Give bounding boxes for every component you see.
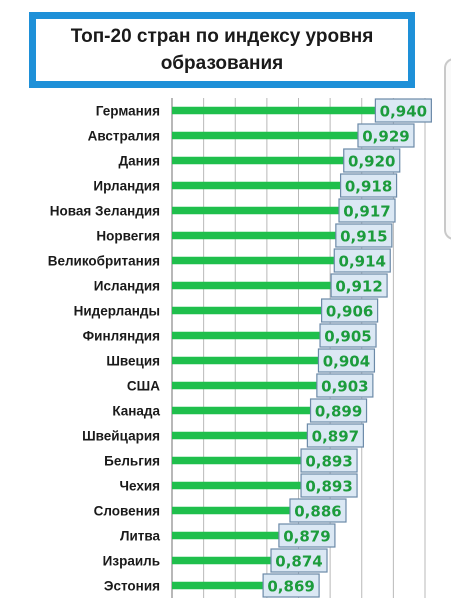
- data-label: 0,879: [283, 528, 330, 546]
- data-label: 0,917: [343, 203, 390, 221]
- data-label-box: [343, 148, 401, 173]
- category-label: Норвегия: [96, 229, 160, 244]
- category-label: Великобритания: [48, 254, 160, 269]
- category-label: Эстония: [104, 579, 160, 594]
- data-label-box: [319, 323, 377, 348]
- bar: [172, 281, 350, 290]
- bar: [172, 456, 320, 465]
- data-label: 0,918: [345, 178, 392, 196]
- category-label: Швейцария: [82, 429, 160, 444]
- category-label: Бельгия: [104, 454, 160, 469]
- data-label: 0,912: [335, 278, 382, 296]
- data-label-box: [278, 523, 336, 548]
- data-label-box: [309, 398, 368, 423]
- bar: [172, 556, 290, 565]
- category-label: Финляндия: [83, 329, 160, 344]
- data-label-box: [306, 423, 364, 448]
- bar: [172, 231, 354, 240]
- data-label: 0,903: [321, 378, 368, 396]
- category-label: Швеция: [106, 354, 160, 369]
- data-label-box: [338, 198, 396, 223]
- category-label: Израиль: [103, 554, 160, 569]
- data-label: 0,929: [362, 128, 409, 146]
- data-label-box: [289, 498, 347, 523]
- category-label: Новая Зеландия: [50, 204, 160, 219]
- category-labels: Германия Австралия Дания Ирландия Новая Зела…: [48, 104, 161, 594]
- data-label: 0,886: [294, 503, 341, 521]
- bar: [172, 206, 358, 215]
- data-label-box: [270, 548, 328, 573]
- bar: [172, 356, 337, 365]
- chart-title-box: Топ-20 стран по индексу уровня образован…: [29, 12, 415, 88]
- category-label: Словения: [94, 504, 160, 519]
- category-label: Австралия: [88, 129, 160, 144]
- data-label: 0,869: [267, 578, 314, 596]
- data-label-box: [339, 173, 398, 198]
- data-label: 0,920: [348, 153, 395, 171]
- category-label: Ирландия: [93, 179, 160, 194]
- data-label: 0,893: [305, 478, 352, 496]
- data-label: 0,915: [340, 228, 387, 246]
- data-label: 0,893: [305, 453, 352, 471]
- category-label: Чехия: [120, 479, 161, 494]
- data-label-box: [333, 248, 391, 273]
- category-label: Нидерланды: [74, 304, 160, 319]
- category-label: Литва: [120, 529, 161, 544]
- bar: [172, 106, 394, 115]
- data-label-box: [357, 123, 415, 148]
- bar: [172, 431, 326, 440]
- data-label-box: [374, 98, 432, 123]
- bar: [172, 156, 362, 165]
- category-label: Исландия: [94, 279, 160, 294]
- bar: [172, 181, 359, 190]
- data-label-box: [300, 448, 358, 473]
- data-label-box: [317, 348, 376, 373]
- value-labels: 0,940 0,929 0,920 0,918 0,917 0,915 0,914 0,912…: [262, 98, 432, 598]
- bar: [172, 331, 339, 340]
- data-label: 0,897: [312, 428, 359, 446]
- data-label: 0,914: [339, 253, 386, 271]
- bar: [172, 531, 297, 540]
- chart-title: Топ-20 стран по индексу уровня образован…: [70, 26, 374, 74]
- bar: [172, 381, 335, 390]
- bar: [172, 506, 308, 515]
- data-label: 0,940: [380, 103, 427, 121]
- grid-lines: [171, 98, 426, 598]
- bar: [172, 581, 282, 590]
- data-label-box: [316, 373, 374, 398]
- data-label: 0,906: [326, 303, 373, 321]
- data-label-box: [335, 223, 393, 248]
- data-label-box: [262, 573, 320, 598]
- bar: [172, 256, 353, 265]
- bar: [172, 306, 340, 315]
- category-label: Германия: [96, 104, 160, 119]
- data-label-box: [300, 473, 358, 498]
- data-label: 0,899: [315, 403, 362, 421]
- data-label: 0,904: [323, 353, 370, 371]
- bars: [172, 106, 394, 590]
- bar: [172, 406, 329, 415]
- data-label-box: [330, 273, 388, 298]
- category-label: Дания: [119, 154, 160, 169]
- data-label: 0,905: [324, 328, 371, 346]
- category-label: США: [127, 379, 160, 394]
- bar: [172, 131, 376, 140]
- bar: [172, 481, 320, 490]
- category-label: Канада: [112, 404, 160, 419]
- data-label: 0,874: [275, 553, 322, 571]
- data-label-box: [321, 298, 379, 323]
